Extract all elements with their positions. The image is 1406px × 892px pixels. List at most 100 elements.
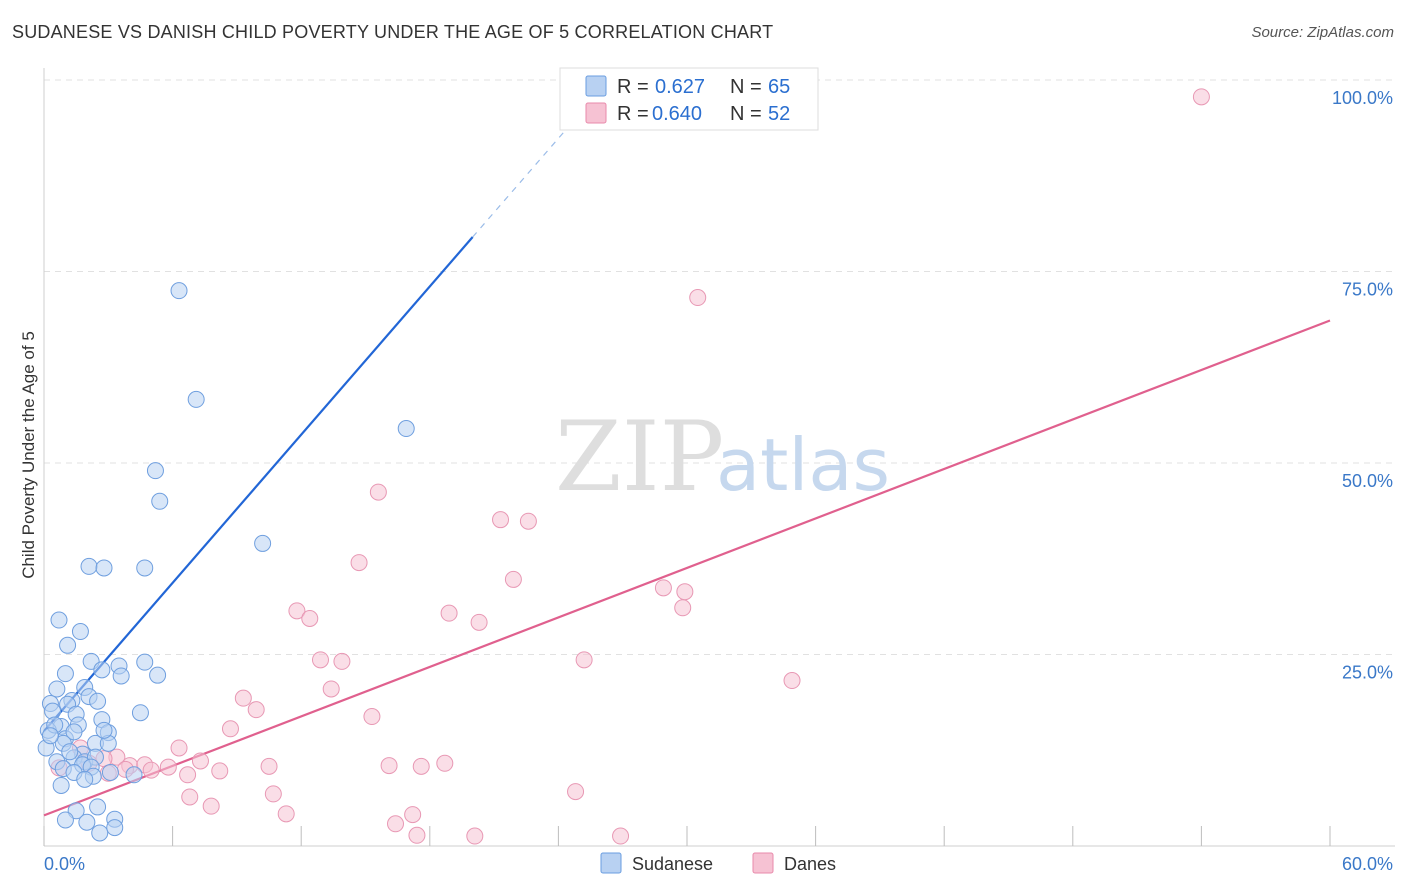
bottom-legend-label-danes: Danes [784, 854, 836, 874]
point-sudanese [61, 743, 79, 761]
point-sudanese [59, 636, 77, 654]
point-danes [408, 826, 426, 844]
point-danes [234, 689, 252, 707]
legend-r-label-sudanese: R = [617, 76, 649, 98]
point-danes [567, 783, 585, 801]
point-danes [350, 554, 368, 572]
point-danes [322, 680, 340, 698]
point-danes [247, 701, 265, 719]
point-danes [288, 602, 306, 620]
point-danes [277, 805, 295, 823]
watermark-zip: ZIP [555, 401, 724, 513]
point-danes [412, 757, 430, 775]
point-danes [202, 797, 220, 815]
trendline-sudanese [43, 236, 474, 732]
point-danes [492, 511, 510, 529]
point-danes [181, 788, 199, 806]
point-danes [311, 651, 329, 669]
point-danes [1192, 88, 1210, 106]
point-danes [333, 652, 351, 670]
point-sudanese [101, 763, 119, 781]
grid-lines [44, 79, 1395, 655]
legend-r-value-danes: 0.640 [652, 103, 702, 125]
point-danes [674, 599, 692, 617]
watermark: ZIP atlas [555, 401, 890, 513]
point-danes [301, 609, 319, 627]
y-tick-label: 25.0% [1342, 663, 1393, 683]
point-sudanese [56, 811, 74, 829]
y-tick-label: 100.0% [1332, 88, 1393, 108]
point-danes [211, 762, 229, 780]
point-danes [654, 579, 672, 597]
point-danes [264, 785, 282, 803]
y-axis-title: Child Poverty Under the Age of 5 [19, 331, 38, 579]
legend-r-value-sudanese: 0.627 [655, 76, 705, 98]
legend-swatch-sudanese [585, 75, 607, 97]
correlation-legend: R = 0.627 N = 65 R = 0.640 N = 52 [559, 67, 819, 131]
point-danes [260, 757, 278, 775]
point-sudanese [95, 721, 113, 739]
point-sudanese [112, 667, 130, 685]
point-danes [575, 651, 593, 669]
legend-swatch-danes [585, 102, 607, 124]
point-danes [504, 570, 522, 588]
bottom-legend-label-sudanese: Sudanese [632, 854, 713, 874]
point-danes [404, 806, 422, 824]
point-danes [369, 483, 387, 501]
point-danes [170, 739, 188, 757]
y-tick-label: 50.0% [1342, 471, 1393, 491]
series-legend: Sudanese Danes [600, 852, 836, 874]
source-label: Source: ZipAtlas.com [1251, 24, 1394, 41]
point-danes [380, 757, 398, 775]
point-danes [470, 613, 488, 631]
point-sudanese [151, 492, 169, 510]
point-danes [179, 766, 197, 784]
point-sudanese [89, 692, 107, 710]
y-tick-label: 75.0% [1342, 280, 1393, 300]
point-danes [519, 512, 537, 530]
watermark-atlas: atlas [716, 423, 890, 507]
point-danes [440, 604, 458, 622]
point-sudanese [95, 559, 113, 577]
trendline-sudanese-extension [472, 113, 581, 238]
point-danes [676, 583, 694, 601]
data-points [37, 88, 1210, 845]
point-danes [783, 672, 801, 690]
bottom-legend-swatch-danes [752, 852, 774, 874]
point-sudanese [136, 559, 154, 577]
point-danes [466, 827, 484, 845]
point-sudanese [187, 390, 205, 408]
trend-lines [43, 113, 1331, 817]
bottom-legend-swatch-sudanese [600, 852, 622, 874]
point-sudanese [131, 704, 149, 722]
point-sudanese [78, 813, 96, 831]
point-danes [142, 761, 160, 779]
point-danes [159, 758, 177, 776]
point-sudanese [71, 623, 89, 641]
point-sudanese [89, 798, 107, 816]
point-danes [387, 815, 405, 833]
point-danes [191, 752, 209, 770]
x-tick-label-max: 60.0% [1342, 854, 1393, 874]
axes [43, 68, 1395, 847]
x-tick-label-min: 0.0% [44, 854, 85, 874]
legend-n-value-danes: 52 [768, 103, 790, 125]
point-sudanese [48, 680, 66, 698]
point-danes [689, 289, 707, 307]
point-sudanese [146, 462, 164, 480]
point-sudanese [56, 665, 74, 683]
point-sudanese [149, 666, 167, 684]
point-sudanese [65, 723, 83, 741]
point-sudanese [106, 819, 124, 837]
point-sudanese [397, 420, 415, 438]
point-sudanese [50, 611, 68, 629]
point-danes [221, 720, 239, 738]
chart-title: SUDANESE VS DANISH CHILD POVERTY UNDER T… [12, 22, 774, 42]
point-sudanese [52, 776, 70, 794]
legend-n-label-sudanese: N = [730, 76, 762, 98]
point-sudanese [91, 824, 109, 842]
legend-n-value-sudanese: 65 [768, 76, 790, 98]
point-sudanese [41, 727, 59, 745]
point-danes [363, 708, 381, 726]
